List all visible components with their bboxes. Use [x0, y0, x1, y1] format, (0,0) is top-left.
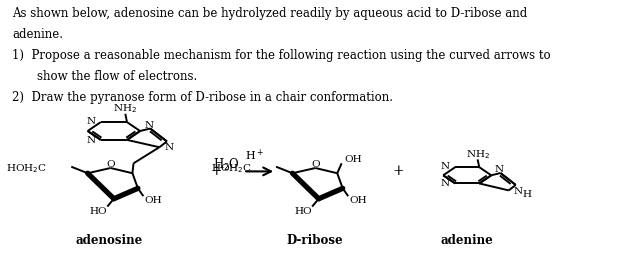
- Text: HO: HO: [90, 207, 108, 216]
- Text: adenine: adenine: [441, 234, 494, 247]
- Text: +: +: [210, 164, 222, 178]
- Text: 2)  Draw the pyranose form of D-ribose in a chair conformation.: 2) Draw the pyranose form of D-ribose in…: [12, 91, 393, 103]
- Text: N: N: [441, 162, 450, 171]
- Text: N: N: [495, 165, 504, 174]
- Text: adenosine: adenosine: [76, 234, 143, 247]
- Text: H: H: [522, 190, 531, 199]
- Text: +: +: [392, 164, 404, 178]
- Text: N: N: [86, 136, 95, 145]
- Text: H$^+$: H$^+$: [245, 148, 264, 163]
- Text: O: O: [107, 160, 116, 169]
- Text: N: N: [165, 143, 174, 152]
- Text: OH: OH: [145, 196, 162, 205]
- Text: D-ribose: D-ribose: [286, 234, 342, 247]
- Text: As shown below, adenosine can be hydrolyzed readily by aqueous acid to D-ribose : As shown below, adenosine can be hydroly…: [12, 7, 528, 20]
- Text: N: N: [441, 179, 450, 188]
- Text: OH: OH: [345, 155, 362, 164]
- Text: show the flow of electrons.: show the flow of electrons.: [38, 70, 198, 83]
- Text: N: N: [145, 121, 154, 130]
- Text: N: N: [86, 117, 95, 126]
- Text: adenine.: adenine.: [12, 28, 63, 41]
- Text: OH: OH: [349, 196, 367, 205]
- Text: NH$_2$: NH$_2$: [465, 148, 489, 161]
- Text: H$_2$O: H$_2$O: [213, 157, 240, 173]
- Text: N: N: [513, 187, 522, 196]
- Text: O: O: [311, 160, 320, 169]
- Text: 1)  Propose a reasonable mechanism for the following reaction using the curved a: 1) Propose a reasonable mechanism for th…: [12, 49, 551, 62]
- Text: HO: HO: [295, 207, 312, 216]
- Text: HOH$_2$C: HOH$_2$C: [6, 162, 47, 175]
- Text: HOH$_2$C: HOH$_2$C: [211, 162, 252, 175]
- Text: NH$_2$: NH$_2$: [113, 102, 137, 115]
